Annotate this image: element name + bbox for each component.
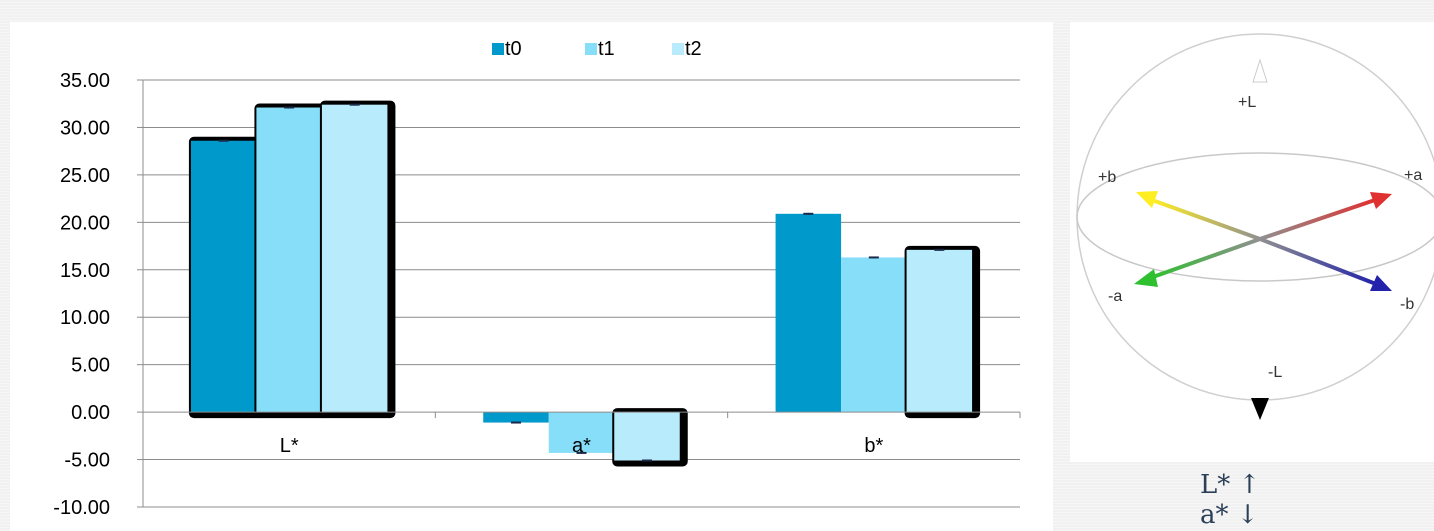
sphere-outline [1076,33,1434,401]
y-tick-label: 30.00 [60,117,110,139]
y-tick-label: -10.00 [53,497,110,519]
minus-a-label: -a [1108,288,1122,305]
caption-line-1: L* ↑ [1200,470,1261,500]
minus-l-label: -L [1268,364,1282,381]
bar-t2-0 [321,104,388,413]
lab-color-sphere: +L -L +a -a +b -b [1070,22,1434,462]
legend-swatch-t1 [585,43,597,55]
minus-a-axis [1149,237,1261,280]
minus-b-arrowhead [1370,275,1392,291]
axes: 35.00 30.00 25.00 20.00 15.00 10.00 5.00 0.00 -5… [53,70,1021,519]
y-tick-label: -5.00 [64,450,110,472]
caption-line-2: a* ↓ [1200,500,1259,530]
minus-a-arrowhead [1134,269,1158,287]
trend-caption: L* ↑ a* ↓ [1200,470,1320,530]
chart-panel: 35.00 30.00 25.00 20.00 15.00 10.00 5.00 0.00 -5… [10,22,1053,531]
bar-t0-0 [190,140,257,413]
y-tick-label: 25.00 [60,165,110,187]
minus-l-arrowhead [1251,398,1269,420]
y-tick-label: 10.00 [60,307,110,329]
x-category-label: a* [572,435,591,457]
plus-l-label: +L [1238,94,1256,111]
legend-swatch-t0 [492,43,504,55]
plus-b-label: +b [1098,169,1116,186]
minus-b-axis [1259,237,1377,286]
y-tick-label: 35.00 [60,70,110,92]
sphere-equator [1076,152,1434,282]
bar-t2-1 [614,412,680,461]
legend-label-t2: t2 [685,38,702,60]
bar-t1-1 [548,412,615,453]
x-category-label: L* [280,435,299,457]
plus-b-axis [1151,198,1261,241]
plus-a-arrowhead [1370,192,1392,209]
bar-t0-2 [775,213,842,413]
y-tick-label: 5.00 [71,355,110,377]
bar-t0-1 [483,412,549,423]
plus-a-label: +a [1404,167,1422,184]
bar-t2-2 [906,249,973,413]
x-category-label: b* [864,435,883,457]
plus-b-arrowhead [1136,191,1158,208]
bar-chart: 35.00 30.00 25.00 20.00 15.00 10.00 5.00 0.00 -5… [53,38,1021,519]
lab-sphere-diagram: +L -L +a -a +b -b [1076,33,1434,420]
legend-swatch-t2 [672,43,684,55]
y-tick-label: 20.00 [60,212,110,234]
bar-t1-2 [841,257,907,413]
legend-label-t1: t1 [598,38,615,60]
minus-b-label: -b [1400,296,1414,313]
plus-a-axis [1259,198,1376,241]
y-tick-label: 0.00 [71,402,110,424]
bar-t1-0 [256,107,322,413]
legend-label-t0: t0 [505,38,522,60]
plus-l-arrowhead [1252,58,1268,83]
bars [188,100,981,467]
y-tick-label: 15.00 [60,260,110,282]
legend: t0 t1 t2 [492,38,702,60]
